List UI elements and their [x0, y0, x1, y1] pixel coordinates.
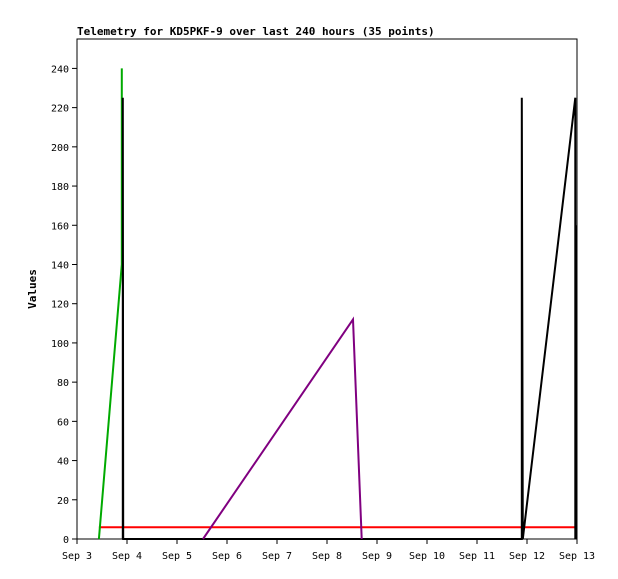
plot-frame — [76, 38, 578, 540]
x-axis: Sep 3 Sep 4 Sep 5 Sep 6 Sep 7 Sep 8 Sep 9 Sep 1… — [62, 539, 595, 562]
chart-title: Telemetry for KD5PKF-9 over last 240 hou… — [77, 25, 435, 38]
y-axis-label: Values — [26, 269, 39, 309]
y-tick-label: 160 — [51, 221, 69, 232]
series-line-2 — [121, 97, 578, 540]
y-tick-label: 20 — [57, 496, 69, 507]
x-tick-label: Sep 6 — [212, 551, 242, 562]
y-tick-label: 200 — [51, 143, 69, 154]
series-layer — [97, 68, 578, 540]
y-tick-label: 0 — [63, 535, 69, 546]
y-tick-label: 140 — [51, 260, 69, 271]
x-tick-label: Sep 10 — [409, 551, 445, 562]
x-tick-label: Sep 8 — [312, 551, 342, 562]
x-tick-label: Sep 3 — [62, 551, 92, 562]
y-tick-label: 100 — [51, 339, 69, 350]
x-tick-label: Sep 12 — [509, 551, 545, 562]
x-tick-label: Sep 11 — [459, 551, 495, 562]
x-tick-label: Sep 7 — [262, 551, 292, 562]
y-tick-label: 120 — [51, 300, 69, 311]
x-tick-label: Sep 4 — [112, 551, 142, 562]
y-tick-label: 80 — [57, 378, 69, 389]
y-tick-label: 40 — [57, 457, 69, 468]
y-tick-label: 220 — [51, 104, 69, 115]
y-tick-label: 180 — [51, 182, 69, 193]
y-tick-label: 240 — [51, 64, 69, 75]
x-tick-label: Sep 5 — [162, 551, 192, 562]
y-axis: 0 20 40 60 80 100 120 140 160 180 200 220 240 — [51, 64, 77, 546]
x-tick-label: Sep 9 — [362, 551, 392, 562]
series-line-3 — [202, 316, 363, 540]
y-tick-label: 60 — [57, 417, 69, 428]
x-tick-label: Sep 13 — [559, 551, 595, 562]
